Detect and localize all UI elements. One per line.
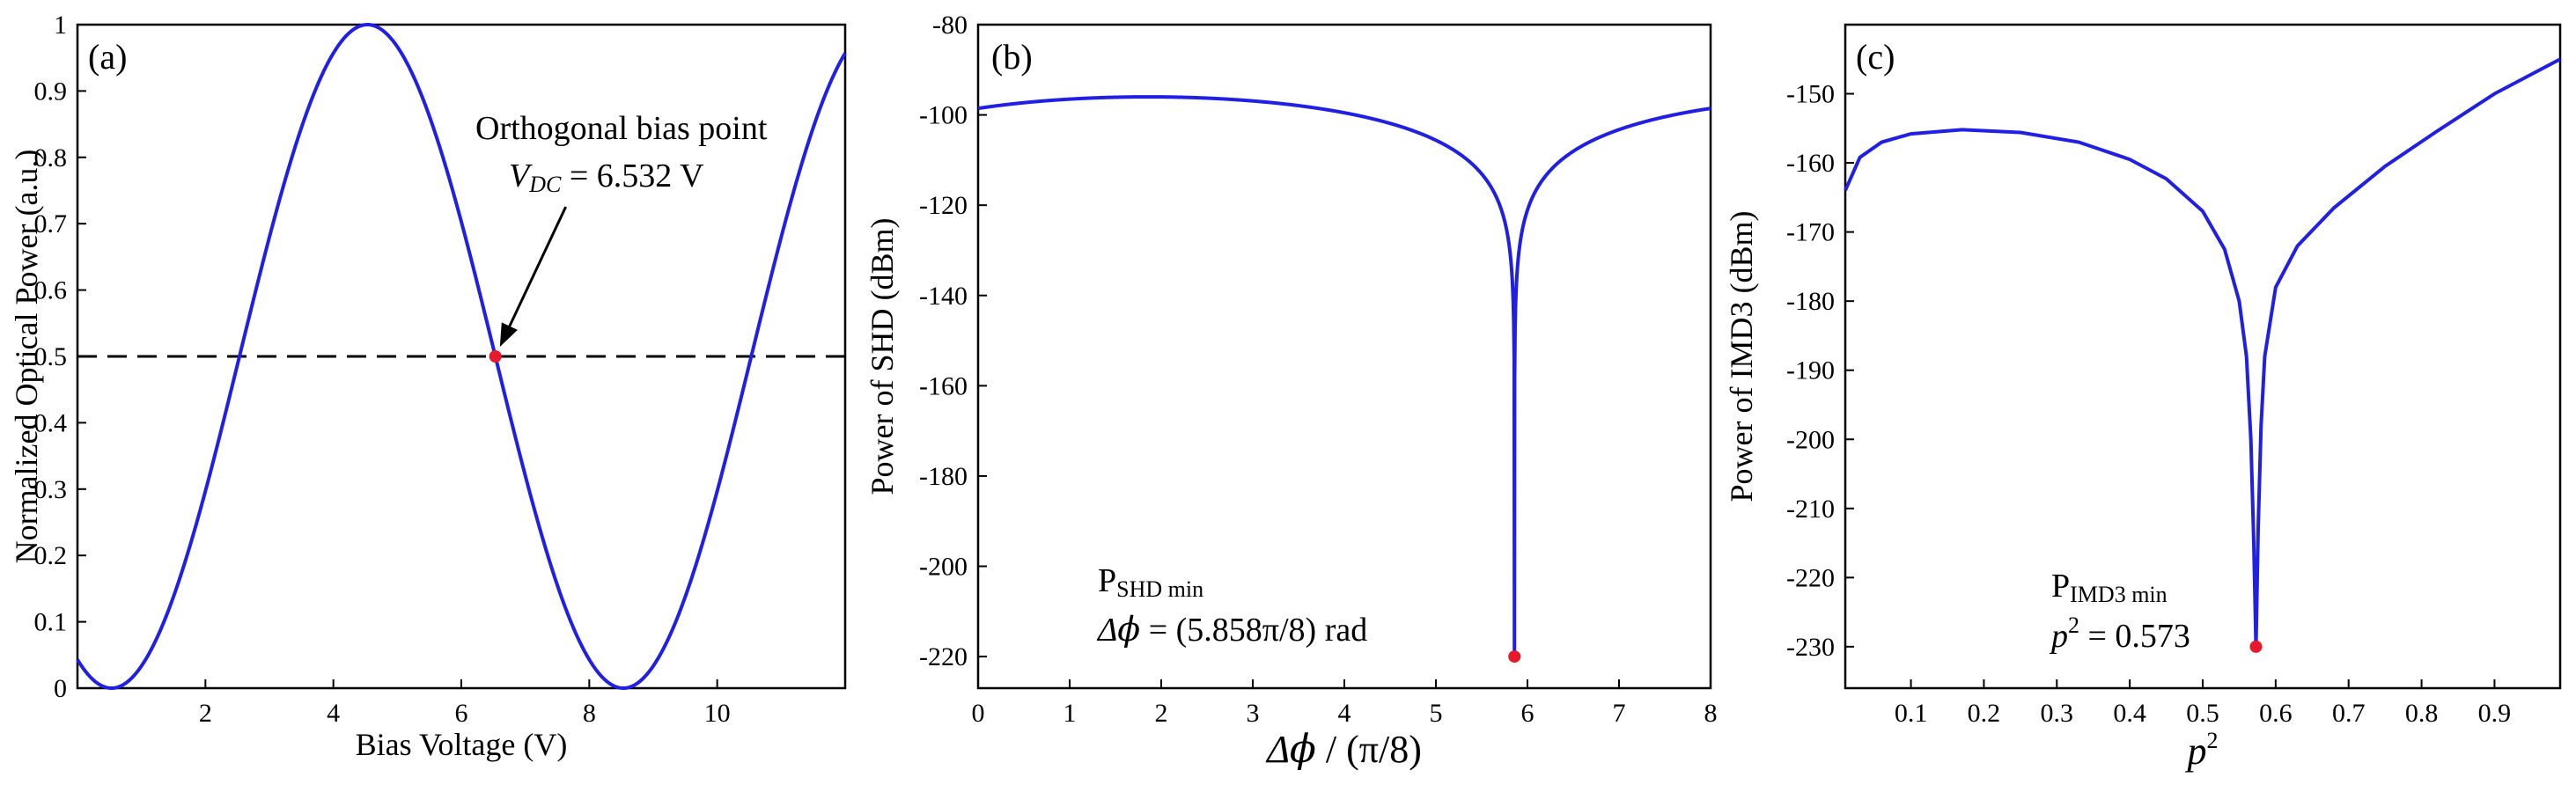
c-y-tick-label: -150 (1786, 80, 1835, 109)
a-y-tick-label: 0.6 (34, 276, 68, 305)
c-x-tick-label: 0.4 (2113, 699, 2146, 728)
c-y-tick-label: -230 (1786, 633, 1835, 662)
a-annotation-line1: Orthogonal bias point (475, 110, 768, 147)
b-y-tick-label: -100 (919, 101, 968, 130)
b-y-axis-label: Power of SHD (dBm) (865, 218, 900, 495)
b-x-tick-label: 4 (1338, 699, 1351, 728)
a-panel-label: (a) (88, 37, 127, 77)
a-arrowhead (499, 322, 518, 348)
b-marker-point (1508, 650, 1521, 664)
b-x-tick-label: 3 (1247, 699, 1260, 728)
c-x-axis-label: p2 (2185, 728, 2219, 773)
a-x-tick-label: 10 (704, 699, 731, 728)
a-x-tick-label: 6 (455, 699, 468, 728)
c-annotation-line2: p2 = 0.573 (2049, 612, 2190, 655)
a-x-tick-label: 4 (327, 699, 340, 728)
c-y-axis-label: Power of IMD3 (dBm) (1724, 211, 1759, 502)
c-x-axis-var: p (2185, 730, 2207, 773)
c-y-tick-label: -200 (1786, 425, 1835, 454)
a-y-tick-label: 0.1 (34, 608, 68, 637)
c-x-axis-sup: 2 (2207, 728, 2219, 753)
b-x-tick-label: 5 (1430, 699, 1443, 728)
b-y-tick-label: -120 (919, 191, 968, 220)
a-annotation-value: = 6.532 V (561, 158, 704, 194)
b-x-axis-rest: / (π/8) (1316, 728, 1422, 771)
c-y-tick-label: -210 (1786, 495, 1835, 524)
c-annotation-value: = 0.573 (2079, 618, 2190, 655)
a-series-line (76, 22, 847, 691)
b-annotation-value: = (5.858π/8) rad (1140, 612, 1367, 649)
c-y-tick-label: -180 (1786, 287, 1835, 316)
a-y-axis-label: Normalized Optical Power (a.u.) (9, 150, 44, 564)
a-y-tick-label: 0.8 (34, 143, 68, 172)
b-x-axis-symbol: Δ𝜙 (1265, 728, 1316, 771)
c-annotation-p: P (2051, 568, 2070, 605)
c-annotation-p-sub: IMD3 min (2070, 582, 2168, 607)
c-x-tick-label: 0.7 (2332, 699, 2366, 728)
b-x-tick-label: 1 (1064, 699, 1077, 728)
c-annotation-var: p (2049, 618, 2068, 655)
b-series-line (977, 95, 1711, 657)
c-series-line (1844, 57, 2561, 647)
b-y-tick-label: -140 (919, 282, 968, 311)
b-x-axis-label: Δ𝜙 / (π/8) (1265, 728, 1422, 771)
b-y-tick-label: -180 (919, 462, 968, 491)
c-y-tick-label: -190 (1786, 356, 1835, 385)
a-marker-point (489, 350, 502, 363)
c-ticks: 0.1 0.2 0.3 0.4 0.5 0.6 0.7 0.8 0.9 -230 -220 -210 -… (1786, 80, 2511, 728)
b-annotation-symbol: Δ𝜙 (1096, 612, 1140, 649)
c-x-tick-label: 0.1 (1895, 699, 1928, 728)
a-y-tick-label: 0.2 (34, 541, 68, 570)
a-ticks: 2 4 6 8 10 0 0.1 0.2 0.3 0.4 0.5 0.6 0.7 0.8 0.9 1 (34, 11, 731, 728)
c-x-tick-label: 0.2 (1968, 699, 2001, 728)
b-annotation-line2: Δ𝜙 = (5.858π/8) rad (1096, 612, 1367, 649)
c-x-tick-label: 0.5 (2186, 699, 2219, 728)
c-x-tick-label: 0.6 (2259, 699, 2293, 728)
a-x-axis-label: Bias Voltage (V) (356, 727, 568, 762)
c-x-tick-label: 0.3 (2041, 699, 2074, 728)
a-y-tick-label: 0.4 (34, 408, 68, 437)
a-y-tick-label: 0.5 (34, 342, 68, 371)
a-x-tick-label: 2 (199, 699, 212, 728)
b-y-tick-label: -80 (932, 11, 968, 40)
a-y-tick-label: 0.3 (34, 475, 68, 504)
a-annotation-var-sub: DC (528, 172, 562, 197)
a-x-tick-label: 8 (583, 699, 596, 728)
b-panel-label: (b) (991, 37, 1033, 77)
c-x-tick-label: 0.8 (2405, 699, 2439, 728)
b-y-tick-label: -160 (919, 371, 968, 400)
a-annotation-line2: VDC = 6.532 V (509, 158, 704, 197)
c-marker-point (2249, 640, 2263, 653)
panel-b: 0 1 2 3 4 5 6 7 8 -220 -200 -180 -160 -140 -120 -100 -80… (865, 11, 1718, 771)
a-y-tick-label: 0.7 (34, 209, 68, 238)
b-annotation-line1: PSHD min (1098, 562, 1203, 602)
plot-frame-c (1844, 23, 2562, 690)
c-y-tick-label: -220 (1786, 563, 1835, 592)
b-annotation-p: P (1098, 562, 1116, 599)
plot-frame-b (976, 23, 1712, 690)
a-y-tick-label: 0 (54, 674, 67, 703)
a-annotation-arrow (508, 206, 568, 327)
a-annotation-var: V (509, 158, 533, 194)
c-annotation-var-sup: 2 (2068, 612, 2079, 638)
a-y-tick-label: 0.9 (34, 77, 68, 106)
c-y-tick-label: -160 (1786, 149, 1835, 178)
a-y-tick-label: 1 (54, 11, 67, 40)
b-x-tick-label: 8 (1704, 699, 1718, 728)
b-x-tick-label: 0 (972, 699, 985, 728)
b-x-tick-label: 6 (1521, 699, 1535, 728)
c-annotation-line1: PIMD3 min (2051, 568, 2168, 607)
b-ticks: 0 1 2 3 4 5 6 7 8 -220 -200 -180 -160 -140 -120 -100 -80 (919, 11, 1718, 728)
panel-c: 0.1 0.2 0.3 0.4 0.5 0.6 0.7 0.8 0.9 -230 -220 -210 -… (1724, 23, 2562, 773)
b-annotation-p-sub: SHD min (1116, 576, 1203, 602)
b-y-tick-label: -220 (919, 642, 968, 671)
b-y-tick-label: -200 (919, 553, 968, 582)
b-x-tick-label: 2 (1155, 699, 1168, 728)
c-y-tick-label: -170 (1786, 218, 1835, 247)
b-x-tick-label: 7 (1613, 699, 1626, 728)
c-x-tick-label: 0.9 (2478, 699, 2512, 728)
c-panel-label: (c) (1856, 37, 1895, 77)
